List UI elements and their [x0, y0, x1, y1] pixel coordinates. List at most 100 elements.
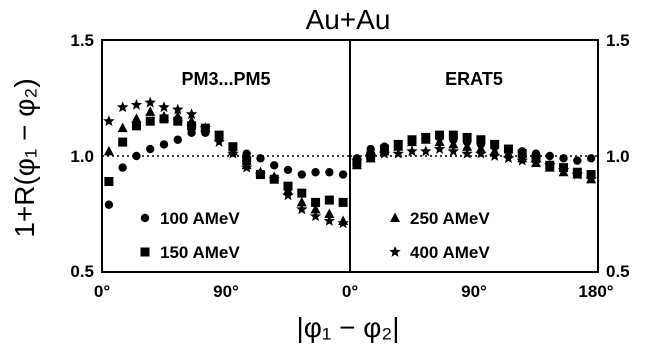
data-point-panel1-150-amev — [297, 188, 307, 198]
data-point-panel1-250-amev — [296, 196, 307, 207]
data-point-panel1-100-amev — [311, 168, 320, 177]
data-point-panel2-400-amev — [392, 147, 404, 159]
y-tick-left-mid: 1.0 — [70, 147, 94, 166]
legend-triangle-250-amev — [390, 212, 400, 222]
legend-square-150-amev — [140, 247, 150, 257]
data-point-panel1-400-amev — [282, 189, 294, 201]
data-point-panel1-400-amev — [296, 203, 308, 215]
data-point-panel2-400-amev — [502, 152, 515, 164]
data-point-panel1-250-amev — [117, 122, 128, 133]
legend-label-150: 150 AMeV — [160, 243, 240, 262]
data-point-panel2-150-amev — [448, 130, 458, 140]
data-point-panel1-150-amev — [324, 195, 334, 205]
x-tick-0-right: 0° — [342, 282, 358, 301]
data-point-panel1-250-amev — [310, 203, 321, 214]
data-point-panel1-250-amev — [186, 115, 197, 126]
y-tick-left-top: 1.5 — [70, 31, 94, 50]
data-point-panel1-100-amev — [283, 165, 293, 175]
data-point-panel2-400-amev — [585, 173, 597, 185]
y-tick-right-mid: 1.0 — [606, 147, 630, 166]
data-point-panel1-150-amev — [131, 121, 141, 131]
data-point-panel2-150-amev — [462, 132, 472, 142]
data-point-panel2-250-amev — [407, 136, 417, 147]
data-point-panel1-250-amev — [159, 111, 169, 121]
chart-title: Au+Au — [306, 4, 391, 35]
data-point-panel1-250-amev — [172, 111, 183, 121]
y-axis-label: 1+R(φ₁ − φ₂) — [9, 78, 40, 237]
data-point-panel1-400-amev — [158, 101, 170, 113]
y-tick-right-top: 1.5 — [606, 31, 630, 50]
data-point-panel1-100-amev — [297, 170, 306, 179]
data-point-panel2-400-amev — [571, 168, 584, 180]
data-point-panel2-100-amev — [366, 144, 375, 154]
data-point-panel1-150-amev — [145, 116, 155, 126]
data-point-panel1-100-amev — [146, 144, 155, 154]
data-point-panel1-400-amev — [309, 210, 322, 222]
data-point-panel2-250-amev — [393, 141, 404, 151]
data-point-panel1-400-amev — [116, 101, 129, 113]
data-point-panel2-400-amev — [447, 145, 460, 157]
data-point-panel2-400-amev — [475, 147, 487, 159]
data-point-panel1-250-amev — [324, 208, 335, 218]
data-point-panel1-150-amev — [173, 116, 183, 126]
x-tick-180: 180° — [578, 282, 613, 301]
y-tick-left-bottom: 0.5 — [70, 262, 94, 281]
data-point-panel2-100-amev — [573, 156, 582, 165]
data-point-panel1-100-amev — [325, 168, 334, 177]
data-point-panel2-150-amev — [476, 135, 486, 145]
data-point-panel2-250-amev — [434, 136, 445, 147]
data-point-panel1-100-amev — [270, 161, 279, 170]
data-point-panel1-100-amev — [256, 154, 265, 163]
data-point-panel2-400-amev — [557, 163, 570, 175]
data-point-panel2-250-amev — [351, 159, 362, 170]
data-point-panel2-400-amev — [406, 145, 418, 157]
data-point-panel1-100-amev — [242, 149, 251, 158]
data-point-panel1-100-amev — [118, 163, 127, 172]
data-point-panel1-250-amev — [103, 145, 114, 156]
data-point-panel2-250-amev — [448, 138, 459, 149]
data-point-panel2-150-amev — [435, 130, 445, 140]
data-point-panel1-150-amev — [118, 137, 128, 147]
data-point-panel1-400-amev — [185, 108, 198, 120]
data-point-panel1-100-amev — [104, 200, 114, 209]
data-point-panel1-250-amev — [145, 106, 156, 116]
data-point-panel2-400-amev — [488, 150, 501, 161]
legend-label-250: 250 AMeV — [410, 209, 490, 228]
data-point-panel2-400-amev — [420, 145, 432, 157]
data-point-panel1-100-amev — [173, 135, 182, 144]
data-point-panel1-100-amev — [132, 151, 141, 161]
legend: 100 AMeV 150 AMeV 250 AMeV 400 AMeV — [140, 209, 490, 262]
data-point-panel1-400-amev — [130, 98, 143, 110]
data-point-panel1-400-amev — [323, 214, 336, 226]
data-point-panel1-100-amev — [338, 170, 348, 179]
data-point-panel1-400-amev — [254, 168, 267, 180]
data-point-panel2-400-amev — [378, 147, 391, 159]
data-point-panel1-400-amev — [240, 161, 253, 173]
legend-label-100: 100 AMeV — [160, 209, 240, 228]
data-point-panel1-150-amev — [338, 197, 348, 207]
data-point-panel2-400-amev — [433, 143, 446, 154]
data-point-panel2-400-amev — [364, 150, 377, 161]
data-point-panel1-400-amev — [213, 136, 225, 147]
chart-marks — [102, 96, 598, 229]
data-point-panel2-400-amev — [351, 154, 363, 166]
data-point-panel1-100-amev — [159, 140, 169, 149]
data-point-panel2-150-amev — [490, 139, 500, 149]
data-point-panel2-100-amev — [586, 154, 596, 163]
panel-label-left: PM3...PM5 — [181, 69, 270, 89]
data-point-panel1-400-amev — [144, 96, 156, 108]
x-axis-label: |φ₁ − φ₂| — [296, 312, 399, 343]
data-point-panel2-400-amev — [530, 156, 542, 168]
data-point-panel1-400-amev — [227, 147, 239, 159]
x-tick-90-right: 90° — [461, 282, 487, 301]
data-point-panel2-100-amev — [545, 151, 554, 161]
legend-star-400-amev — [389, 246, 401, 257]
data-point-panel1-400-amev — [172, 103, 184, 115]
data-point-panel1-150-amev — [104, 177, 114, 187]
data-point-panel1-150-amev — [311, 197, 321, 207]
data-point-panel1-400-amev — [103, 115, 115, 127]
data-point-panel2-400-amev — [516, 154, 528, 166]
legend-circle-100-amev — [140, 213, 150, 223]
data-point-panel1-150-amev — [187, 121, 197, 131]
